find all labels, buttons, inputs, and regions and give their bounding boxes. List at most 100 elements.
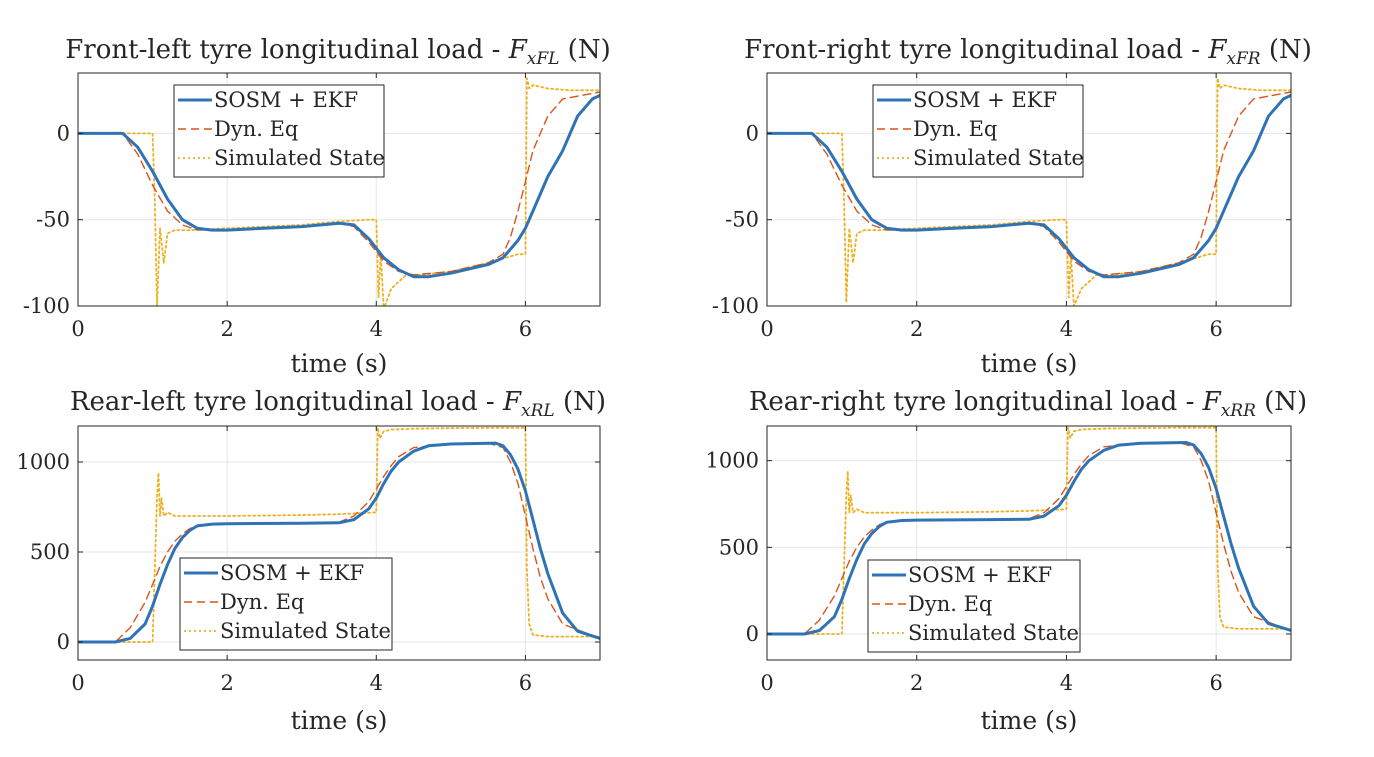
chart-front-right-svg: Front-right tyre longitudinal load - FxF… [712,35,1312,378]
x-tick-label: 0 [760,671,773,695]
y-tick-label: -100 [23,294,70,318]
plot-area: 0 2 4 6 -100 -50 0 SOSM + EKF Dyn. Eq Simulated S… [23,72,601,341]
legend-label-dyn-eq: Dyn. Eq [214,117,298,141]
legend: SOSM + EKF Dyn. Eq Simulated State [872,84,1084,178]
series-line-simulated-state [767,426,1291,635]
axes-box [77,72,601,307]
x-axis-label: time (s) [981,706,1078,735]
series-group [767,426,1291,636]
chart-title-symbol: F [508,35,528,65]
axes-box [766,425,1292,661]
y-tick-label: 0 [746,622,759,646]
chart-title: Front-right tyre longitudinal load - FxF… [744,35,1312,69]
chart-title-suffix: (N) [559,35,610,65]
plot-area: 0 2 4 6 0 500 1000 SOSM + EKF Dyn. Eq Simulated S… [17,425,601,695]
y-tick-label: -50 [36,208,70,232]
series-group [767,77,1291,306]
x-axis-label: time (s) [291,706,388,735]
chart-rear-left-svg: Rear-left tyre longitudinal load - FxRL … [17,387,606,735]
series-line-dyn-eq [767,441,1291,635]
chart-rear-right-svg: Rear-right tyre longitudinal load - FxRR… [706,387,1308,735]
chart-title-symbol: F [1202,387,1222,417]
chart-rear-right: Rear-right tyre longitudinal load - FxRR… [687,376,1374,752]
plot-area: 0 2 4 6 -100 -50 0 SOSM + EKF Dyn. Eq Simulated S… [712,72,1292,341]
legend-label-sosm-ekf: SOSM + EKF [220,561,364,585]
chart-title: Rear-right tyre longitudinal load - FxRR… [749,387,1307,421]
x-tick-label: 6 [519,317,532,341]
legend-label-dyn-eq: Dyn. Eq [908,592,992,616]
x-tick-label: 2 [910,317,923,341]
x-axis-label: time (s) [981,349,1078,376]
axes-box [766,72,1292,307]
chart-title-symbol: F [502,387,522,417]
x-axis-label: time (s) [291,349,388,376]
x-tick-label: 6 [1209,317,1222,341]
chart-title-subscript: xRL [521,401,555,421]
legend-label-dyn-eq: Dyn. Eq [220,590,304,614]
chart-title-subscript: xFR [1226,49,1260,69]
legend-label-simulated-state: Simulated State [220,619,391,643]
series-line-sosm-ekf [78,441,600,644]
series-line-simulated-state [767,77,1291,306]
legend-label-simulated-state: Simulated State [913,146,1084,170]
x-tick-label: 2 [910,671,923,695]
legend-label-sosm-ekf: SOSM + EKF [214,88,358,112]
y-tick-label: 500 [719,535,759,559]
chart-title-suffix: (N) [1256,387,1307,417]
legend-label-dyn-eq: Dyn. Eq [913,117,997,141]
legend: SOSM + EKF Dyn. Eq Simulated State [173,84,385,178]
y-tick-label: 1000 [706,449,759,473]
y-tick-label: -50 [725,208,759,232]
chart-title-suffix: (N) [1261,35,1312,65]
chart-title-prefix: Rear-left tyre longitudinal load - [70,387,503,417]
series-line-simulated-state [78,426,600,643]
plot-area: 0 2 4 6 0 500 1000 SOSM + EKF Dyn. Eq Simulated S… [706,425,1292,695]
series-line-sosm-ekf [78,93,600,279]
x-tick-label: 4 [370,317,383,341]
legend: SOSM + EKF Dyn. Eq Simulated State [179,557,393,651]
x-tick-label: 4 [1060,317,1073,341]
series-line-sosm-ekf [767,441,1291,636]
legend-label-sosm-ekf: SOSM + EKF [908,563,1052,587]
series-line-sosm-ekf [767,93,1291,279]
chart-title: Front-left tyre longitudinal load - FxFL… [65,35,610,69]
x-tick-label: 6 [1209,671,1222,695]
x-tick-label: 6 [519,671,532,695]
series-line-dyn-eq [78,442,600,643]
series-line-dyn-eq [78,91,600,276]
y-tick-label: 0 [57,121,70,145]
axes-box [77,425,601,661]
y-tick-label: 0 [57,630,70,654]
y-tick-label: -100 [712,294,759,318]
chart-title-subscript: xRR [1221,401,1256,421]
chart-front-left: Front-left tyre longitudinal load - FxFL… [0,0,687,378]
x-tick-label: 0 [71,671,84,695]
chart-title-prefix: Front-right tyre longitudinal load - [744,35,1208,65]
x-tick-label: 2 [220,671,233,695]
chart-title-subscript: xFL [527,49,560,69]
legend-label-simulated-state: Simulated State [214,146,385,170]
chart-front-right: Front-right tyre longitudinal load - FxF… [687,0,1374,378]
series-group [78,426,600,644]
x-tick-label: 2 [220,317,233,341]
x-tick-label: 4 [1060,671,1073,695]
x-tick-label: 0 [760,317,773,341]
chart-title-prefix: Front-left tyre longitudinal load - [65,35,508,65]
legend-label-simulated-state: Simulated State [908,621,1079,645]
chart-title-suffix: (N) [555,387,606,417]
chart-front-left-svg: Front-left tyre longitudinal load - FxFL… [23,35,611,378]
series-line-dyn-eq [767,91,1291,276]
chart-title-prefix: Rear-right tyre longitudinal load - [749,387,1203,417]
y-tick-label: 0 [746,121,759,145]
series-group [78,77,600,306]
chart-title-symbol: F [1207,35,1227,65]
x-tick-label: 0 [71,317,84,341]
y-tick-label: 500 [30,540,70,564]
legend: SOSM + EKF Dyn. Eq Simulated State [867,559,1081,653]
chart-rear-left: Rear-left tyre longitudinal load - FxRL … [0,376,687,752]
series-line-simulated-state [78,77,600,306]
chart-title: Rear-left tyre longitudinal load - FxRL … [70,387,606,421]
y-tick-label: 1000 [17,450,70,474]
legend-label-sosm-ekf: SOSM + EKF [913,88,1057,112]
